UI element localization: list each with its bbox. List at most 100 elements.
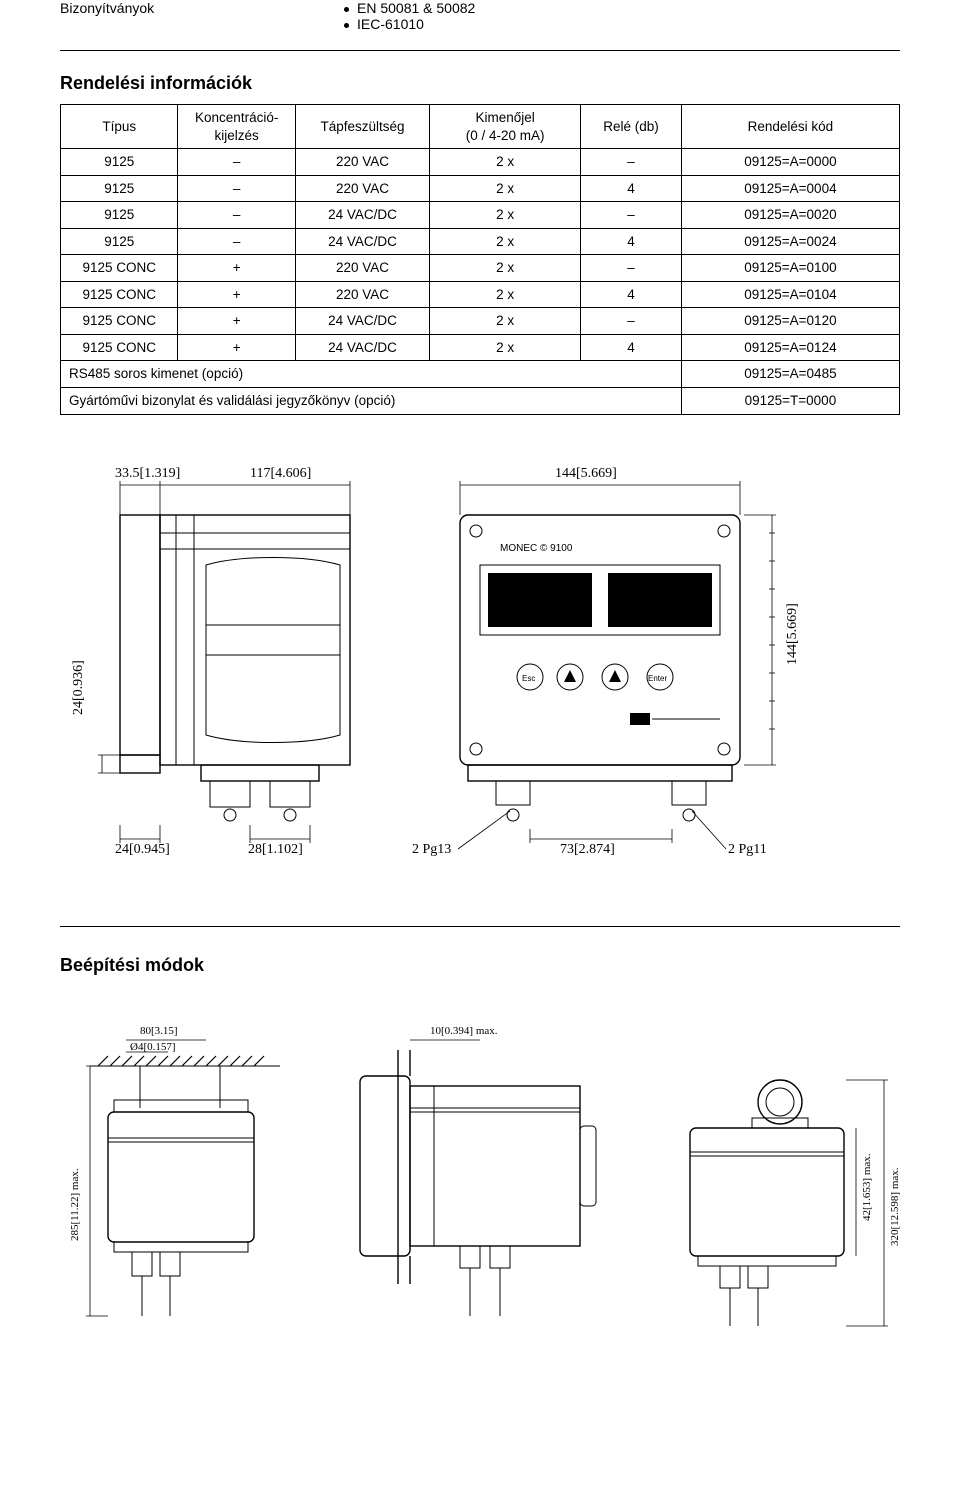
table-cell: 2 x <box>430 228 581 255</box>
table-row: 9125–220 VAC2 x409125=A=0004 <box>61 175 900 202</box>
device-buttons: Esc Enter <box>517 664 673 690</box>
table-cell: 24 VAC/DC <box>295 202 429 229</box>
table-cell: 9125 CONC <box>61 308 178 335</box>
m-42: 42[1.653] max. <box>861 1153 873 1221</box>
certificates-row: Bizonyítványok EN 50081 & 50082 IEC-6101… <box>60 0 900 32</box>
table-cell: 09125=A=0024 <box>681 228 899 255</box>
dim-33: 33.5[1.319] <box>115 466 180 481</box>
table-cell: 9125 <box>61 202 178 229</box>
btn-enter: Enter <box>648 674 667 683</box>
m-80: 80[3.15] <box>140 1025 178 1037</box>
th-relay: Relé (db) <box>581 105 682 149</box>
table-cell: 24 VAC/DC <box>295 228 429 255</box>
table-cell: 4 <box>581 228 682 255</box>
mounting-title: Beépítési módok <box>60 955 900 976</box>
table-cell: 09125=A=0100 <box>681 255 899 282</box>
table-cell: + <box>178 281 295 308</box>
table-cell: – <box>581 202 682 229</box>
m-04: Ø4[0.157] <box>130 1041 176 1053</box>
table-cell: – <box>178 202 295 229</box>
th-type: Típus <box>61 105 178 149</box>
order-foot-row-1: RS485 soros kimenet (opció) 09125=A=0485 <box>61 361 900 388</box>
table-cell: 09125=A=0124 <box>681 334 899 361</box>
table-cell: 220 VAC <box>295 255 429 282</box>
foot2-code: 09125=T=0000 <box>681 388 899 415</box>
table-cell: 220 VAC <box>295 281 429 308</box>
lbl-pg13: 2 Pg13 <box>412 842 451 857</box>
table-row: 9125 CONC+24 VAC/DC2 x409125=A=0124 <box>61 334 900 361</box>
dim-24v: 24[0.936] <box>71 660 86 715</box>
table-cell: 09125=A=0120 <box>681 308 899 335</box>
th-conc: Koncentráció-kijelzés <box>178 105 295 149</box>
table-cell: + <box>178 308 295 335</box>
mounting-drawings: 80[3.15] Ø4[0.157] <box>60 1016 900 1351</box>
table-cell: 4 <box>581 175 682 202</box>
table-cell: 2 x <box>430 281 581 308</box>
table-cell: + <box>178 334 295 361</box>
table-cell: 4 <box>581 334 682 361</box>
table-cell: 09125=A=0004 <box>681 175 899 202</box>
table-cell: – <box>581 255 682 282</box>
table-cell: 2 x <box>430 149 581 176</box>
table-cell: 9125 <box>61 175 178 202</box>
table-cell: 09125=A=0020 <box>681 202 899 229</box>
table-cell: 2 x <box>430 255 581 282</box>
th-code: Rendelési kód <box>681 105 899 149</box>
dim-144v: 144[5.669] <box>785 603 800 665</box>
table-cell: 24 VAC/DC <box>295 308 429 335</box>
divider-1 <box>60 50 900 51</box>
table-cell: – <box>581 149 682 176</box>
table-row: 9125 CONC+220 VAC2 x–09125=A=0100 <box>61 255 900 282</box>
m-285: 285[11.22] max. <box>69 1168 81 1241</box>
device-label: MONEC © 9100 <box>500 543 573 554</box>
dim-24b: 24[0.945] <box>115 842 170 857</box>
lbl-pg11: 2 Pg11 <box>728 842 767 857</box>
dim-28b: 28[1.102] <box>248 842 303 857</box>
dim-144: 144[5.669] <box>555 466 617 481</box>
table-row: 9125 CONC+220 VAC2 x409125=A=0104 <box>61 281 900 308</box>
table-row: 9125–220 VAC2 x–09125=A=0000 <box>61 149 900 176</box>
cert-bullet-1: EN 50081 & 50082 <box>344 0 900 16</box>
btn-esc: Esc <box>522 674 535 683</box>
th-power: Tápfeszültség <box>295 105 429 149</box>
dim-117: 117[4.606] <box>250 466 311 481</box>
table-cell: 09125=A=0000 <box>681 149 899 176</box>
table-row: 9125–24 VAC/DC2 x409125=A=0024 <box>61 228 900 255</box>
table-cell: + <box>178 255 295 282</box>
order-table-header-row: Típus Koncentráció-kijelzés Tápfeszültsé… <box>61 105 900 149</box>
certificates-label: Bizonyítványok <box>60 0 340 32</box>
dim-73b: 73[2.874] <box>560 842 615 857</box>
table-cell: – <box>581 308 682 335</box>
table-row: 9125 CONC+24 VAC/DC2 x–09125=A=0120 <box>61 308 900 335</box>
cert-bullet-2: IEC-61010 <box>344 16 900 32</box>
table-cell: – <box>178 149 295 176</box>
table-cell: 09125=A=0104 <box>681 281 899 308</box>
table-cell: – <box>178 228 295 255</box>
table-cell: 2 x <box>430 202 581 229</box>
foot1-code: 09125=A=0485 <box>681 361 899 388</box>
table-cell: 2 x <box>430 334 581 361</box>
table-cell: 9125 <box>61 149 178 176</box>
foot2-label: Gyártóművi bizonylat és validálási jegyz… <box>61 388 682 415</box>
device-dimension-drawing: 33.5[1.319] 117[4.606] <box>60 455 900 890</box>
table-cell: 2 x <box>430 308 581 335</box>
table-row: 9125–24 VAC/DC2 x–09125=A=0020 <box>61 202 900 229</box>
order-info-title: Rendelési információk <box>60 73 900 94</box>
table-cell: 9125 CONC <box>61 281 178 308</box>
table-cell: – <box>178 175 295 202</box>
m-320: 320[12.598] max. <box>889 1167 900 1246</box>
table-cell: 24 VAC/DC <box>295 334 429 361</box>
table-cell: 220 VAC <box>295 175 429 202</box>
table-cell: 2 x <box>430 175 581 202</box>
table-cell: 9125 CONC <box>61 255 178 282</box>
table-cell: 9125 CONC <box>61 334 178 361</box>
foot1-label: RS485 soros kimenet (opció) <box>61 361 682 388</box>
order-table: Típus Koncentráció-kijelzés Tápfeszültsé… <box>60 104 900 415</box>
m-10: 10[0.394] max. <box>430 1025 498 1037</box>
divider-2 <box>60 926 900 927</box>
table-cell: 9125 <box>61 228 178 255</box>
table-cell: 4 <box>581 281 682 308</box>
order-foot-row-2: Gyártóművi bizonylat és validálási jegyz… <box>61 388 900 415</box>
th-output: Kimenőjel (0 / 4-20 mA) <box>430 105 581 149</box>
table-cell: 220 VAC <box>295 149 429 176</box>
